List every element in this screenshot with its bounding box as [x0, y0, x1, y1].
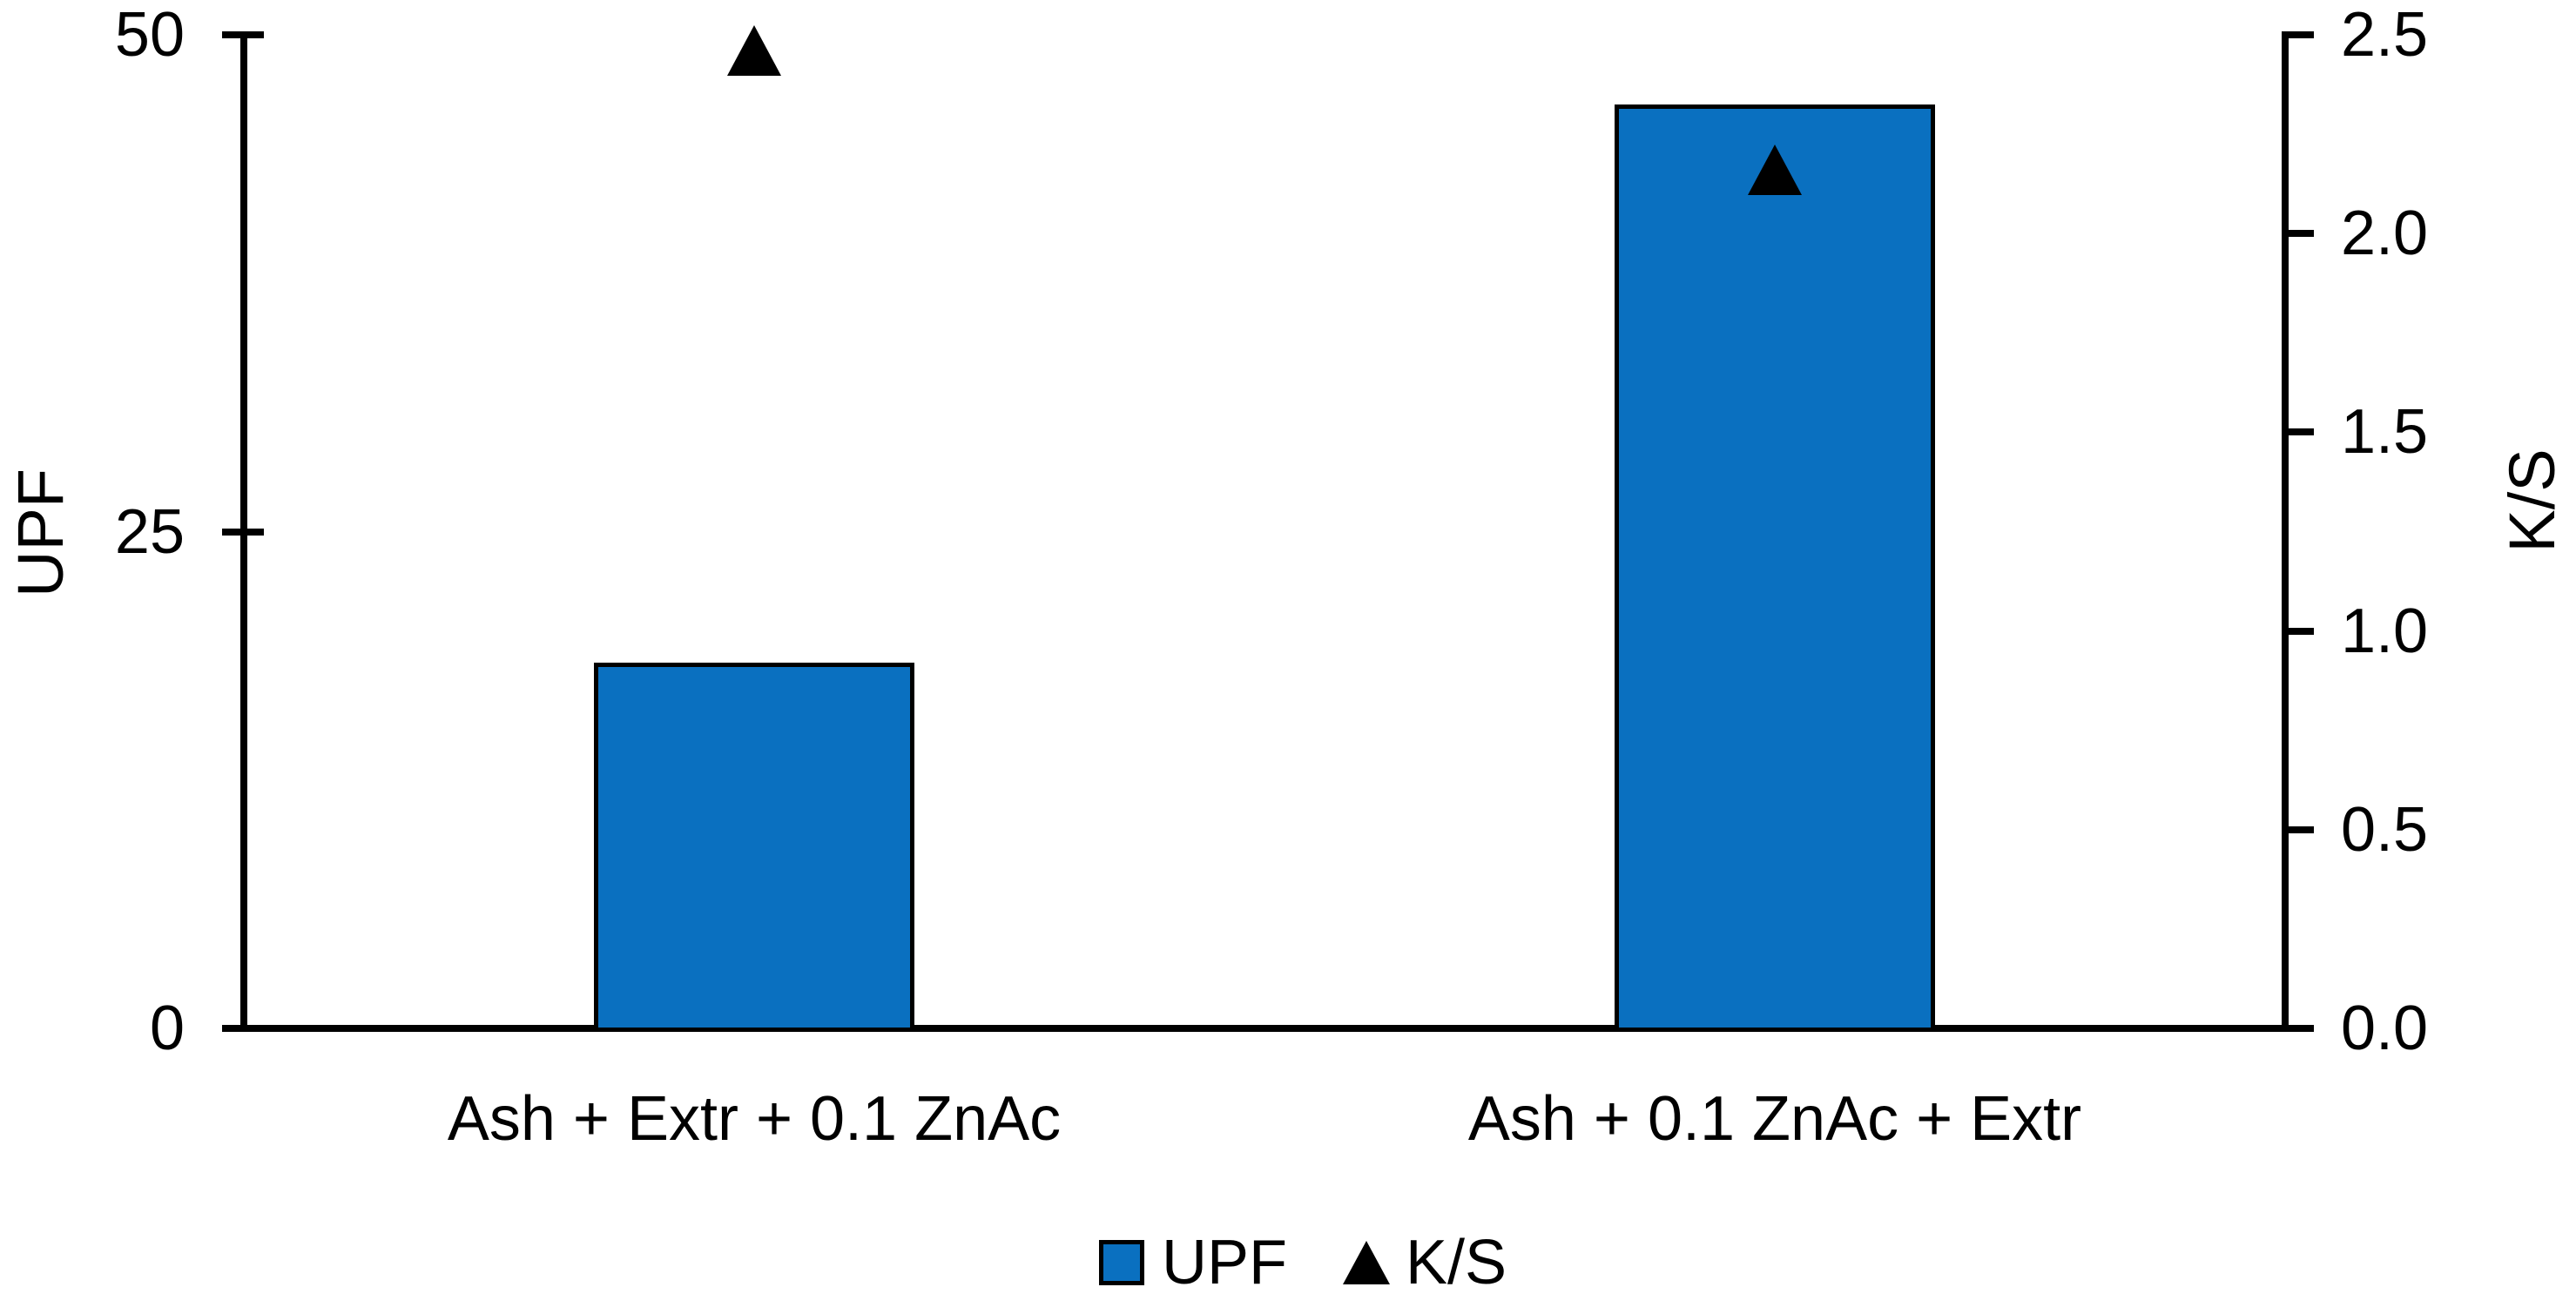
right-axis-tick-label: 2.0	[2341, 199, 2429, 269]
right-axis-tick-label: 1.0	[2341, 596, 2429, 666]
right-axis-tick-label: 0.0	[2341, 994, 2429, 1063]
left-axis-title: UPF	[4, 468, 77, 597]
left-axis-tick-label: 50	[114, 0, 185, 70]
legend-upf-swatch-icon	[1099, 1240, 1144, 1285]
left-axis-tick-label: 0	[149, 994, 185, 1063]
bar-upf	[594, 663, 914, 1032]
bar-upf	[1615, 104, 1935, 1032]
right-y-axis-line	[2282, 31, 2289, 1032]
right-axis-tick	[2283, 230, 2314, 238]
left-axis-tick	[222, 1025, 264, 1032]
right-axis-title: K/S	[2496, 448, 2568, 553]
left-axis-tick-label: 25	[114, 496, 185, 567]
legend: UPF K/S	[1099, 1228, 1507, 1297]
right-axis-tick-label: 2.5	[2341, 0, 2429, 70]
legend-ks-label: K/S	[1406, 1228, 1507, 1297]
right-axis-tick	[2283, 627, 2314, 635]
right-axis-tick	[2283, 31, 2314, 38]
legend-upf-label: UPF	[1162, 1228, 1287, 1297]
x-category-label: Ash + Extr + 0.1 ZnAc	[447, 1084, 1062, 1154]
marker-ks-triangle	[727, 25, 781, 77]
right-axis-tick	[2283, 825, 2314, 833]
left-axis-tick	[222, 528, 264, 536]
marker-ks-triangle	[1748, 145, 1802, 196]
x-axis-line	[240, 1025, 2289, 1032]
x-category-label: Ash + 0.1 ZnAc + Extr	[1467, 1084, 2082, 1154]
right-axis-tick	[2283, 428, 2314, 436]
right-axis-tick-label: 1.5	[2341, 397, 2429, 468]
left-axis-tick	[222, 31, 264, 38]
right-axis-tick-label: 0.5	[2341, 794, 2429, 865]
right-axis-tick	[2283, 1025, 2314, 1032]
legend-ks-triangle-icon	[1343, 1241, 1390, 1284]
